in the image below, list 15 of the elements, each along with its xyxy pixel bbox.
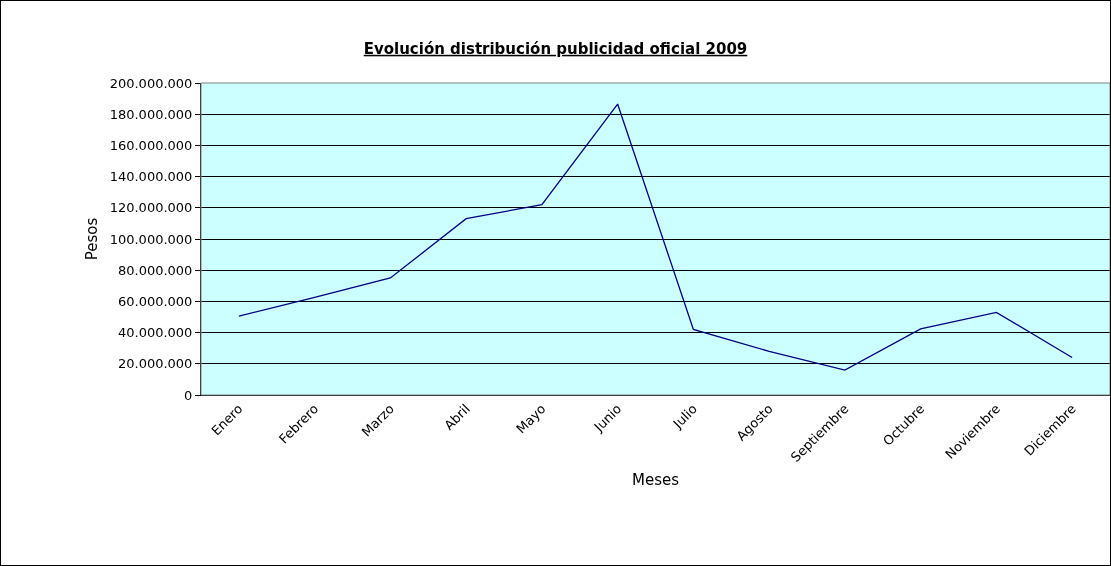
y-tick-label: 120.000.000 — [109, 200, 193, 216]
y-tick-label: 60.000.000 — [117, 293, 193, 309]
y-tick-label: 180.000.000 — [109, 106, 193, 122]
y-tick-label: 200.000.000 — [109, 75, 193, 91]
y-tick-label: 40.000.000 — [117, 325, 193, 341]
y-tick-label: 20.000.000 — [117, 356, 193, 372]
line-series — [238, 103, 1073, 371]
y-tick-label: 160.000.000 — [109, 137, 193, 153]
y-tick-label: 140.000.000 — [109, 169, 193, 185]
x-axis-title: Meses — [631, 470, 680, 489]
y-tick-label: 80.000.000 — [117, 262, 193, 278]
y-axis-title: Pesos — [82, 217, 101, 261]
y-tick-label: 100.000.000 — [109, 231, 193, 247]
y-tick-label: 0 — [184, 387, 193, 403]
chart-title: Evolución distribución publicidad oficial 2009 — [363, 39, 748, 58]
